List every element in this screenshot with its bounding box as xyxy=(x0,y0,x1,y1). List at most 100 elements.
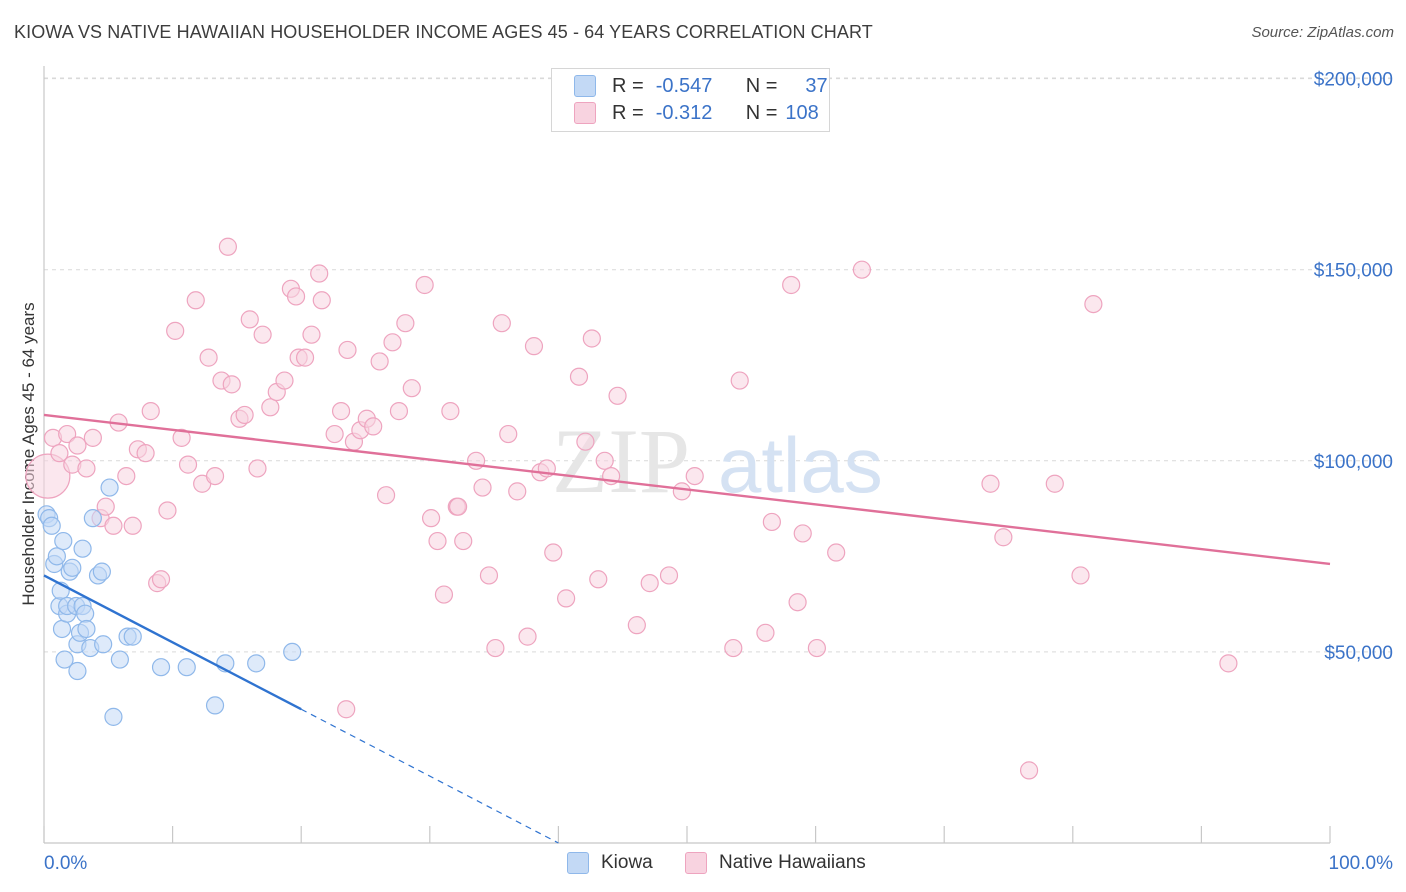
hawaiian-point-66 xyxy=(473,478,492,497)
hawaiian-point-70 xyxy=(499,424,518,444)
hawaiian-point-102 xyxy=(1045,474,1064,493)
hawaiian-point-81 xyxy=(589,570,608,589)
bottom-legend-label-kiowa: Kiowa xyxy=(601,852,653,873)
hawaiian-point-80 xyxy=(582,329,601,348)
hawaiian-point-107 xyxy=(448,497,468,516)
kiowa-point-25 xyxy=(92,562,111,581)
kiowa-point-8 xyxy=(54,531,73,551)
hawaiian-point-58 xyxy=(415,275,434,295)
hawaiian-point-12 xyxy=(117,466,136,486)
hawaiian-point-53 xyxy=(376,486,396,505)
hawaiian-point-20 xyxy=(166,321,185,340)
hawaiian-point-60 xyxy=(428,531,447,551)
legend-row-native-hawaiians: R = -0.312 N = 108 xyxy=(574,100,819,126)
hawaiian-point-97 xyxy=(827,543,846,562)
legend-r-label: R = xyxy=(612,101,644,124)
hawaiian-point-57 xyxy=(402,379,421,398)
kiowa-point-26 xyxy=(94,635,113,654)
kiowa-point-19 xyxy=(73,539,92,558)
hawaiian-point-104 xyxy=(1084,294,1103,314)
hawaiian-point-94 xyxy=(782,275,801,295)
hawaiian-point-46 xyxy=(331,402,351,421)
hawaiian-point-10 xyxy=(104,516,123,535)
hawaiian-point-77 xyxy=(557,589,576,608)
y-tick-label-2: $150,000 xyxy=(1314,261,1393,282)
hawaiian-point-56 xyxy=(396,314,415,333)
hawaiian-point-28 xyxy=(218,237,237,256)
legend-r-label: R = xyxy=(612,74,644,97)
kiowa-point-7 xyxy=(52,619,72,639)
y-tick-label-1: $100,000 xyxy=(1314,452,1393,473)
hawaiian-point-92 xyxy=(756,623,775,642)
hawaiian-point-86 xyxy=(640,574,659,593)
kiowa-point-36 xyxy=(247,654,266,673)
legend-r-value: -0.547 xyxy=(655,74,713,97)
y-axis-label: Householder Income Ages 45 - 64 years xyxy=(19,302,38,605)
hawaiian-point-18 xyxy=(151,570,171,589)
hawaiian-point-22 xyxy=(178,455,198,474)
hawaiian-point-33 xyxy=(248,459,267,478)
kiowa-point-21 xyxy=(77,619,96,639)
bottom-legend-kiowa: Kiowa xyxy=(567,852,653,874)
hawaiian-point-2 xyxy=(50,444,69,463)
hawaiian-point-37 xyxy=(275,371,294,390)
hawaiian-point-85 xyxy=(627,616,646,635)
hawaiian-point-5 xyxy=(68,436,87,455)
hawaiian-point-76 xyxy=(544,543,563,562)
hawaiian-point-101 xyxy=(1019,761,1039,780)
hawaiian-point-73 xyxy=(524,337,544,356)
kiowa-point-17 xyxy=(68,661,87,681)
trendlines xyxy=(43,413,1331,844)
kiowa-point-37 xyxy=(283,642,302,662)
legend-r-value: -0.312 xyxy=(655,101,713,124)
hawaiian-point-41 xyxy=(295,348,315,367)
legend-row-kiowa: R = -0.547 N = 37 xyxy=(574,73,828,99)
y-tick-label-0: $50,000 xyxy=(1324,643,1393,664)
hawaiian-point-16 xyxy=(141,402,160,421)
hawaiian-point-31 xyxy=(235,405,254,425)
hawaiian-point-34 xyxy=(253,325,272,344)
hawaiian-point-42 xyxy=(302,325,321,344)
hawaiian-point-61 xyxy=(434,585,454,604)
hawaiian-point-69 xyxy=(492,314,511,333)
hawaiian-point-39 xyxy=(286,287,306,306)
hawaiian-point-62 xyxy=(441,402,460,421)
hawaiian-point-6 xyxy=(77,459,96,478)
hawaiian-point-47 xyxy=(338,340,357,360)
hawaiian-point-7 xyxy=(83,428,102,447)
kiowa-point-20 xyxy=(76,604,95,623)
hawaiian-point-0 xyxy=(25,453,71,499)
trendline-native-hawaiians xyxy=(43,413,1331,566)
hawaiian-point-45 xyxy=(325,424,344,444)
hawaiian-point-43 xyxy=(310,264,329,283)
hawaiian-point-96 xyxy=(807,638,826,658)
kiowa-point-33 xyxy=(177,658,196,677)
kiowa-point-32 xyxy=(151,658,171,677)
hawaiian-point-9 xyxy=(96,497,115,516)
legend-box: R = -0.547 N = 37 R = -0.312 N = 108 xyxy=(551,68,830,132)
legend-swatch-native-hawaiians xyxy=(574,102,596,124)
kiowa-point-27 xyxy=(100,478,119,497)
kiowa-point-2 xyxy=(42,516,61,535)
watermark-zip: ZIP xyxy=(552,410,690,512)
hawaiian-point-64 xyxy=(454,531,473,551)
hawaiian-point-51 xyxy=(364,417,383,436)
kiowa-point-4 xyxy=(47,547,66,566)
series-kiowa xyxy=(37,478,302,726)
y-tick-label-3: $200,000 xyxy=(1314,70,1393,91)
x-tick-label-1: 100.0% xyxy=(1329,853,1394,874)
hawaiian-point-103 xyxy=(1071,566,1090,585)
hawaiian-point-32 xyxy=(240,310,259,329)
hawaiian-point-54 xyxy=(383,333,402,352)
hawaiian-point-89 xyxy=(685,466,704,486)
kiowa-point-9 xyxy=(55,650,74,669)
hawaiian-point-25 xyxy=(199,348,218,367)
kiowa-point-13 xyxy=(63,558,82,577)
hawaiian-point-59 xyxy=(421,509,441,528)
hawaiian-point-71 xyxy=(508,482,527,501)
y-tick-labels: $50,000 $100,000 $150,000 $200,000 xyxy=(1314,70,1393,664)
kiowa-point-29 xyxy=(110,650,129,669)
hawaiian-point-98 xyxy=(852,260,871,279)
hawaiian-point-105 xyxy=(1219,654,1238,673)
bottom-legend-label-native-hawaiians: Native Hawaiians xyxy=(719,852,866,873)
